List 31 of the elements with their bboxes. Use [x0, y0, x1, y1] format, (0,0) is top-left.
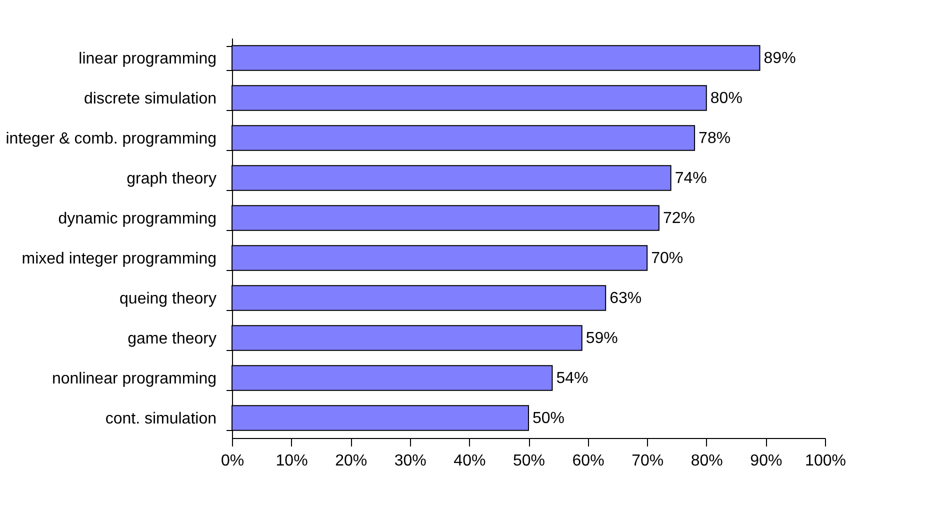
y-tick-label: queing theory	[120, 290, 216, 308]
data-label: 50%	[532, 410, 565, 427]
x-tick-label: 10%	[276, 452, 308, 470]
y-tick-label: integer & comb. programming	[6, 130, 216, 148]
y-tick-label: dynamic programming	[58, 210, 216, 228]
x-tick-label: 60%	[572, 452, 604, 470]
x-tick-label: 0%	[220, 452, 244, 470]
x-tick-label: 30%	[394, 452, 426, 470]
y-tick-label: discrete simulation	[84, 90, 216, 108]
y-tick-label: nonlinear programming	[52, 370, 216, 388]
x-tick-label: 90%	[750, 452, 782, 470]
data-label: 54%	[556, 370, 588, 387]
data-label: 59%	[586, 330, 618, 347]
x-tick-label: 80%	[690, 452, 723, 470]
y-tick-label: graph theory	[126, 170, 216, 188]
data-label: 80%	[710, 90, 742, 107]
y-tick-label: cont. simulation	[105, 410, 216, 428]
data-label: 78%	[698, 130, 731, 147]
data-label: 63%	[610, 290, 642, 307]
x-tick-label: 100%	[805, 452, 846, 470]
data-label: 72%	[662, 210, 695, 227]
y-tick-label: game theory	[128, 330, 216, 348]
data-label: 89%	[764, 50, 796, 67]
x-tick-label: 20%	[335, 452, 368, 470]
y-tick-label: mixed integer programming	[22, 250, 216, 268]
x-tick-label: 50%	[512, 452, 546, 470]
x-tick-label: 40%	[454, 452, 486, 470]
x-tick-label: 70%	[632, 452, 664, 470]
y-tick-label: linear programming	[78, 50, 216, 68]
data-label: 74%	[674, 170, 707, 187]
data-label: 70%	[651, 250, 684, 267]
